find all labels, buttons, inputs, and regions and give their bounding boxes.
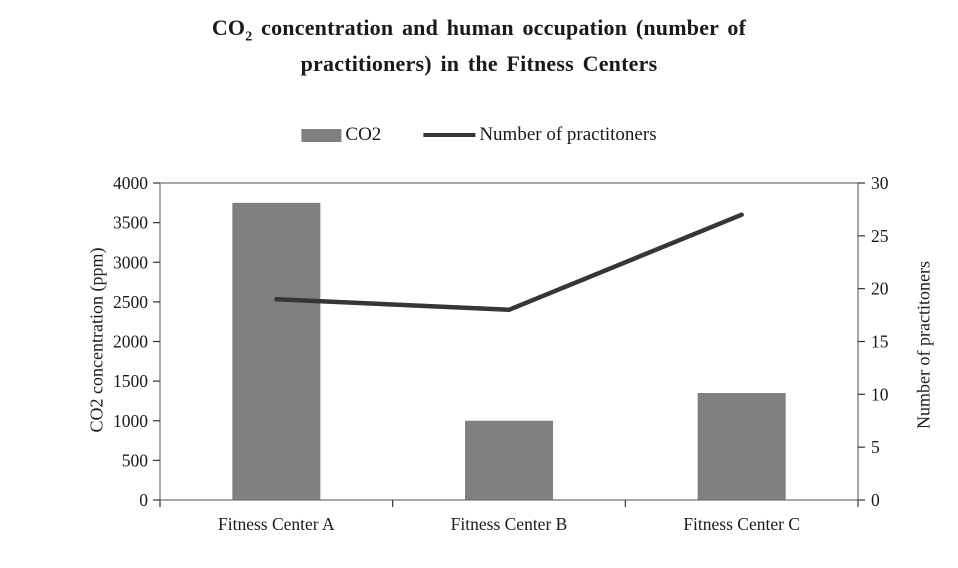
left-axis-tick-label: 3500 <box>113 213 148 233</box>
x-axis-label-fitness-center-a: Fitness Center A <box>218 514 335 534</box>
x-axis-label-fitness-center-c: Fitness Center C <box>683 514 800 534</box>
legend-practitioners-label: Number of practitoners <box>479 124 657 145</box>
right-axis-tick-label: 5 <box>871 437 880 457</box>
left-axis-tick-label: 2000 <box>113 332 148 352</box>
bar-fitness-center-b <box>465 420 553 500</box>
left-axis-tick-label: 500 <box>122 450 149 470</box>
left-axis-tick-label: 4000 <box>113 173 148 193</box>
chart-title-prefix: CO <box>211 15 246 40</box>
left-axis-tick-label: 3000 <box>113 252 148 272</box>
right-axis-tick-label: 15 <box>871 332 889 352</box>
left-axis-tick-label: 2500 <box>113 292 148 312</box>
chart-title-line2: practitioners) in the Fitness Centers <box>300 50 658 76</box>
chart-title-line1: concentration and human occupation (numb… <box>252 15 747 40</box>
bar-fitness-center-c <box>697 393 786 500</box>
legend-co2-label: CO2 <box>345 124 382 145</box>
legend-item-practitioners: Number of practitoners <box>423 124 657 146</box>
left-axis-tick-label: 0 <box>139 490 148 510</box>
legend-line-swatch-icon <box>423 133 476 137</box>
chart-title: CO2 concentration and human occupation (… <box>69 12 889 80</box>
right-axis-tick-label: 0 <box>871 490 880 510</box>
left-axis-tick-label: 1000 <box>113 411 148 431</box>
right-axis-tick-label: 10 <box>871 384 889 404</box>
right-axis-tick-label: 30 <box>871 173 889 193</box>
left-axis-tick-label: 1500 <box>113 371 148 391</box>
practitioners-line <box>274 212 744 313</box>
chart-legend: CO2 Number of practitoners <box>301 124 657 146</box>
legend-co2-swatch-icon <box>301 128 342 142</box>
bar-fitness-center-a <box>232 202 321 500</box>
right-axis-tick-label: 25 <box>871 226 889 246</box>
chart-title-subscript: 2 <box>245 29 253 45</box>
x-axis-label-fitness-center-b: Fitness Center B <box>451 514 568 534</box>
right-axis-tick-label: 20 <box>871 279 889 299</box>
legend-item-co2: CO2 <box>301 124 381 146</box>
